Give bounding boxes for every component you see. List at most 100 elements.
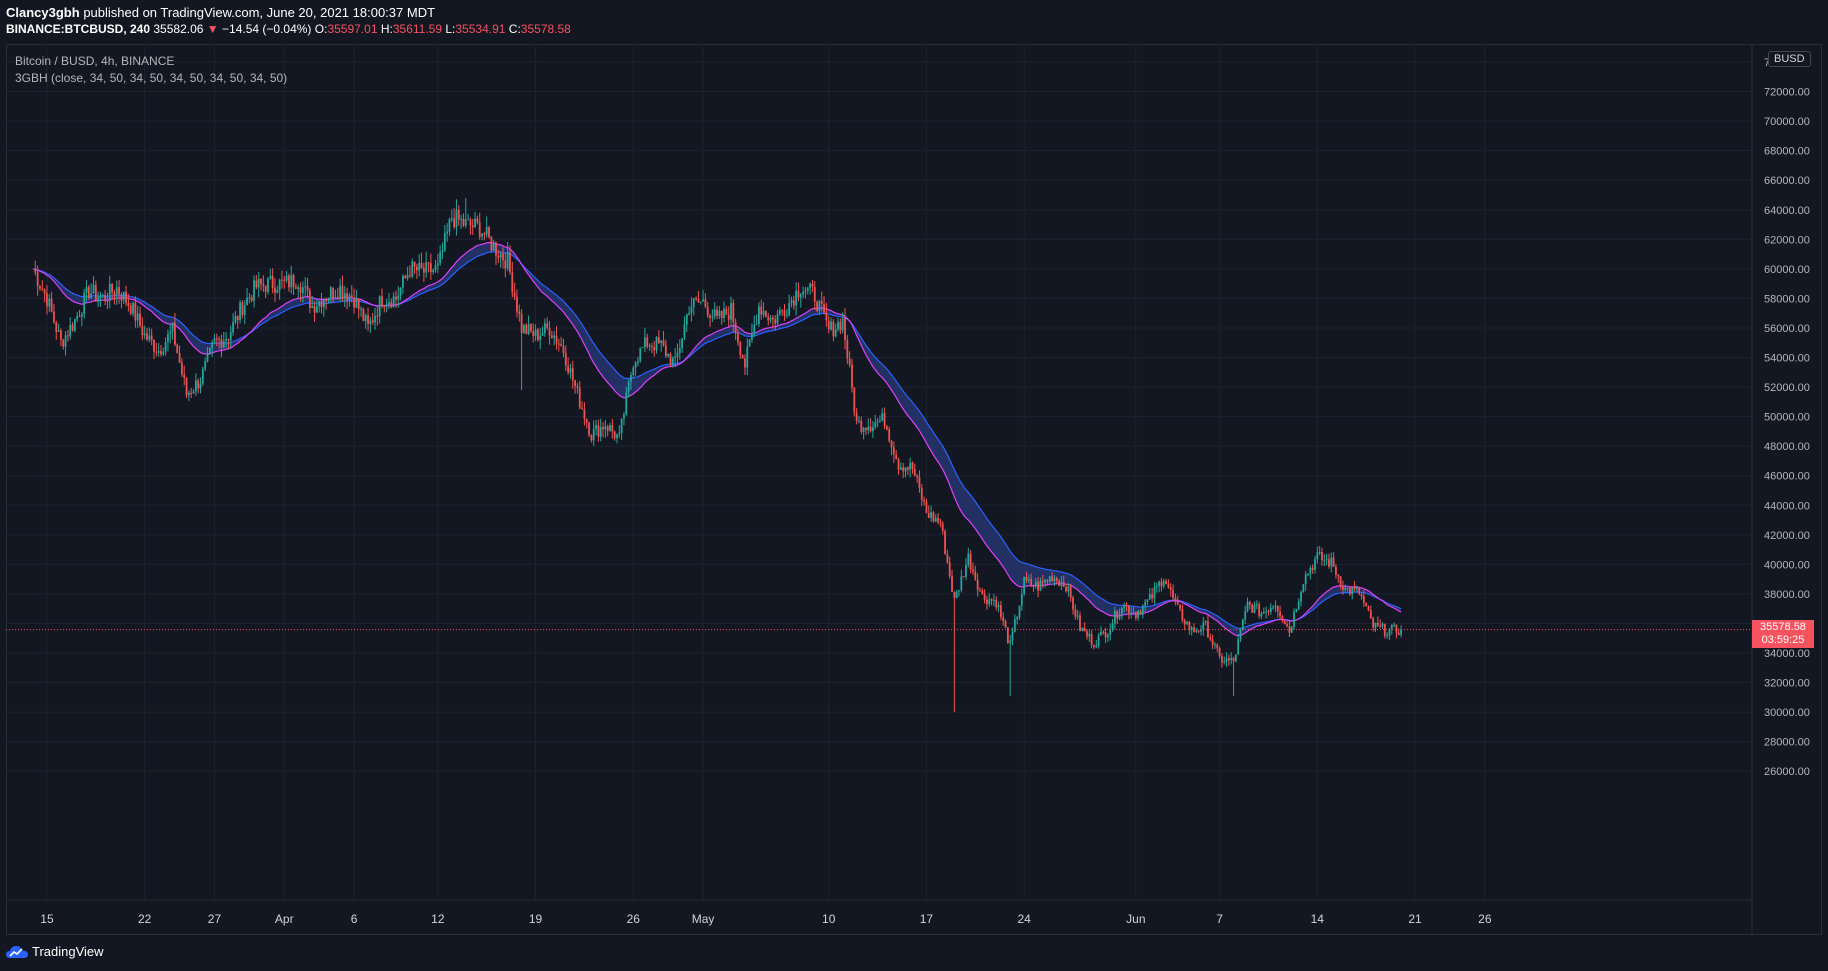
candle-body [865,428,867,431]
candle-body [436,263,439,266]
candle-body [171,322,174,332]
candle-body [381,296,383,307]
candle-body [965,564,967,577]
candle-body [953,591,956,598]
candle-body [1304,574,1307,585]
candle-body [64,335,67,347]
candle-body [306,286,309,291]
candle-body [1365,602,1368,607]
candle-body [390,302,393,308]
currency-badge[interactable]: BUSD [1768,51,1811,67]
tradingview-logo[interactable]: TradingView [6,944,104,959]
candle-body [325,299,328,301]
time-tick-label: 19 [529,912,543,926]
candle-body [1255,604,1258,606]
candle-body [50,298,53,312]
candle-body [1141,605,1144,615]
candle-body [681,338,684,349]
candle-body [218,338,221,340]
candle-body [1027,578,1030,581]
candle-body [1162,580,1165,587]
candle-body [664,345,667,357]
candle-body [418,262,421,271]
candle-body [1093,644,1095,647]
candle-body [85,287,88,293]
candle-body [702,299,704,302]
candle-body [1258,604,1261,617]
candle-body [939,522,942,524]
candle-body [974,571,977,580]
candle-body [122,291,125,301]
time-tick-label: 22 [138,912,152,926]
candle-body [1076,615,1079,617]
candle-body [644,337,646,348]
candle-body [369,320,372,325]
candle-body [1011,631,1014,641]
candle-body [585,418,588,423]
price-axis[interactable]: 74000.0072000.0070000.0068000.0066000.00… [1764,57,1810,778]
candle-body [190,392,193,394]
candle-body [1239,630,1242,640]
price-tick-label: 58000.00 [1764,293,1810,305]
candle-body [416,266,418,271]
candle-body [178,353,181,363]
candle-body [751,333,753,340]
price-tick-label: 44000.00 [1764,500,1810,512]
candle-body [932,512,935,522]
candle-body [899,467,902,470]
candle-body [488,227,490,238]
candle-body [227,339,230,341]
candle-body [906,467,909,470]
candle-body [1290,626,1293,633]
candle-body [125,291,127,303]
candle-body [90,293,93,299]
candle-body [999,605,1002,617]
candle-body [630,375,632,382]
candle-body [1139,610,1142,615]
candle-body [951,576,953,592]
legend-title[interactable]: Bitcoin / BUSD, 4h, BINANCE [15,54,175,68]
candle-body [341,285,344,298]
last-price: 35582.06 [153,22,204,36]
candle-body [336,296,339,299]
candle-body [846,340,849,359]
time-tick-label: 26 [627,912,641,926]
candle-body [634,362,637,368]
author-name[interactable]: Clancy3gbh [6,5,80,20]
candle-body [969,553,972,570]
candle-body [1074,609,1077,617]
candle-body [1004,621,1007,628]
candle-body [141,326,144,336]
candle-body [1328,559,1330,567]
candle-body [655,337,658,351]
candle-body [606,426,609,431]
candle-body [83,292,86,315]
candle-body [623,414,625,419]
time-tick-label: 24 [1017,912,1031,926]
candle-body [590,435,593,441]
candle-body [909,462,912,470]
candle-body [802,291,805,295]
candle-body [895,454,898,460]
candle-body [758,306,760,324]
legend-indicator[interactable]: 3GBH (close, 34, 50, 34, 50, 34, 50, 34,… [15,71,288,85]
candle-body [253,280,255,301]
candle-body [411,261,414,277]
candle-body [753,324,756,334]
candle-body [1318,551,1321,553]
candle-body [474,218,476,228]
candle-body [1046,580,1049,582]
candle-body [578,387,581,408]
price-chart[interactable]: 74000.0072000.0070000.0068000.0066000.00… [0,0,1828,935]
candle-body [120,294,123,301]
candle-body [364,315,367,322]
candle-body [536,329,539,340]
candle-body [1097,635,1100,646]
candle-body [506,252,509,269]
candle-body [1020,594,1023,606]
price-tick-label: 56000.00 [1764,323,1810,335]
candle-body [765,311,767,317]
time-axis[interactable]: 15 22 27 Apr 6 12 19 26 May 10 17 24 Jun 7 14 21 26 [40,912,1492,926]
candle-body [267,278,269,292]
candle-body [67,335,69,337]
